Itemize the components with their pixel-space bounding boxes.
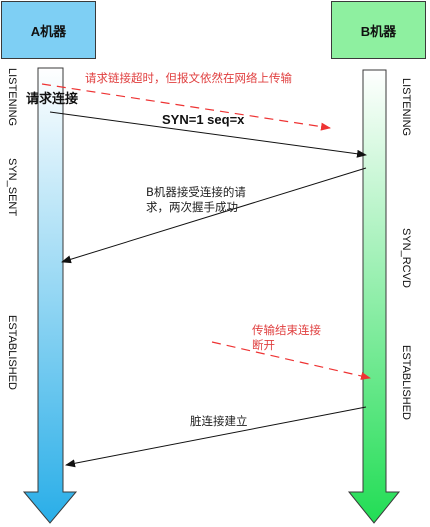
delayed-note-label: 请求链接超时，但报文依然在网络上传输	[85, 71, 292, 85]
a-state-listening: LISTENING	[6, 68, 18, 127]
syn-arrow	[49, 111, 367, 158]
syn-label: SYN=1 seq=x	[162, 112, 245, 127]
machine-b-lifeline	[347, 69, 401, 524]
transfer-end-arrow	[211, 341, 371, 380]
machine-a-title: A机器	[30, 23, 67, 39]
dirty-connection-arrow	[65, 406, 367, 468]
machine-b-box: B机器	[331, 1, 426, 59]
b-state-established: ESTABLISHED	[400, 345, 412, 420]
delayed-request-arrow	[41, 83, 331, 131]
a-state-syn-sent: SYN_SENT	[6, 158, 18, 217]
b-accept-line-2: 求，两次握手成功	[146, 200, 238, 214]
dirty-connection-label: 脏连接建立	[190, 414, 248, 428]
b-state-listening: LISTENING	[400, 78, 412, 137]
machine-b-title: B机器	[360, 23, 397, 39]
b-accept-line-1: B机器接受连接的请	[146, 185, 246, 199]
request-connection-label: 请求连接	[26, 92, 79, 107]
transfer-end-line-1: 传输结束连接	[252, 323, 321, 337]
machine-a-lifeline	[22, 67, 78, 524]
b-state-syn-rcvd: SYN_RCVD	[400, 228, 412, 288]
transfer-end-line-2: 断开	[252, 338, 275, 352]
machine-a-box: A机器	[1, 1, 96, 59]
a-state-established: ESTABLISHED	[6, 315, 18, 390]
handshake-reply-arrow	[61, 167, 367, 264]
